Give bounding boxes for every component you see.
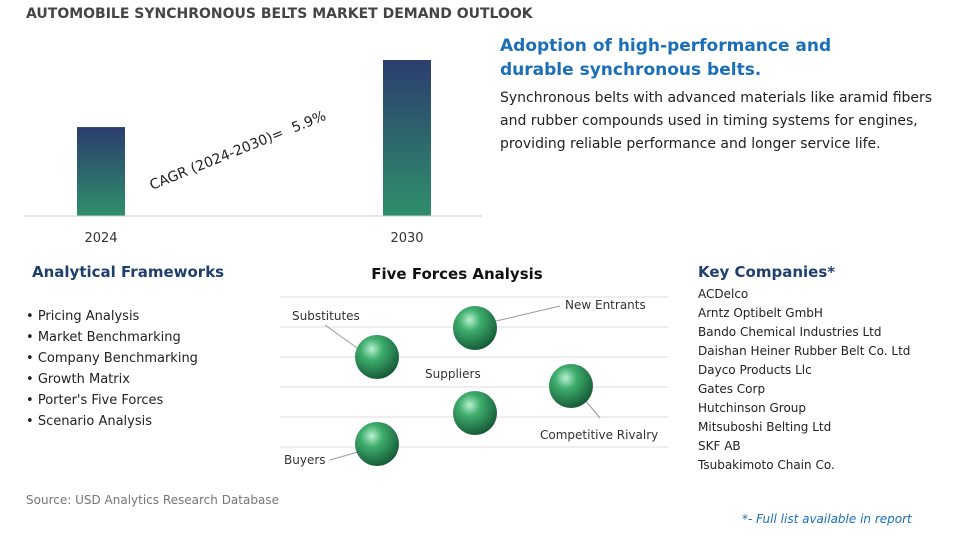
item-text: Growth Matrix [37, 372, 130, 387]
item-text: Porter's Five Forces [37, 393, 164, 408]
list-item: Dayco Products Llc [698, 361, 910, 380]
list-item: SKF AB [698, 437, 910, 456]
force-labels: Substitutes New Entrants Suppliers Compe… [284, 298, 658, 467]
force-lines [280, 296, 668, 448]
list-item: • Porter's Five Forces [26, 390, 198, 411]
list-item: Daishan Heiner Rubber Belt Co. Ltd [698, 342, 910, 361]
connectors [324, 305, 601, 461]
list-item: Mitsuboshi Belting Ltd [698, 418, 910, 437]
x-tick-label: 2030 [390, 231, 423, 246]
item-text: Market Benchmarking [37, 330, 181, 345]
list-item: • Scenario Analysis [26, 411, 198, 432]
highlight-text: Synchronous belts with advanced material… [500, 90, 933, 152]
cagr-annotation: CAGR (2024-2030)=5.9% [148, 108, 329, 194]
list-item: ACDelco [698, 285, 910, 304]
footnote: *- Full list available in report [742, 512, 912, 526]
force-label: Suppliers [425, 367, 481, 381]
force-label: Buyers [284, 453, 326, 467]
item-text: Tsubakimoto Chain Co. [698, 458, 835, 472]
five-forces-title: Five Forces Analysis [371, 265, 543, 283]
list-item: Arntz Optibelt GmbH [698, 304, 910, 323]
list-item: • Growth Matrix [26, 369, 198, 390]
bar-chart: 2024 2030 [77, 60, 431, 246]
list-item: • Company Benchmarking [26, 348, 198, 369]
item-text: Bando Chemical Industries Ltd [698, 325, 882, 339]
force-label: New Entrants [565, 298, 646, 312]
item-text: ACDelco [698, 287, 749, 301]
cagr-label: CAGR (2024-2030)= [148, 125, 287, 193]
source: Source: USD Analytics Research Database [26, 493, 279, 507]
frameworks-title: Analytical Frameworks [32, 263, 225, 281]
item-text: Arntz Optibelt GmbH [698, 306, 823, 320]
bullet: • [26, 372, 38, 387]
highlight-title: Adoption of high-performance and durable… [500, 36, 832, 80]
list-item: Bando Chemical Industries Ltd [698, 323, 910, 342]
bullet: • [26, 351, 38, 366]
item-text: Mitsuboshi Belting Ltd [698, 420, 832, 434]
companies-list: ACDelco Arntz Optibelt GmbH Bando Chemical… [698, 285, 910, 475]
list-item: • Pricing Analysis [26, 306, 198, 327]
item-text: Daishan Heiner Rubber Belt Co. Ltd [698, 344, 911, 358]
bar [77, 127, 125, 216]
frameworks-list: • Pricing Analysis • Market Benchmarking •… [26, 306, 198, 432]
bar [383, 60, 431, 216]
item-text: Dayco Products Llc [698, 363, 812, 377]
item-text: Company Benchmarking [37, 351, 198, 366]
force-label: Substitutes [292, 309, 360, 323]
list-item: Tsubakimoto Chain Co. [698, 456, 910, 475]
item-text: Hutchinson Group [698, 401, 807, 415]
page-title: AUTOMOBILE SYNCHRONOUS BELTS MARKET DEMA… [26, 6, 533, 22]
item-text: Gates Corp [698, 382, 766, 396]
bullet: • [26, 414, 38, 429]
cagr-value: 5.9% [289, 108, 328, 136]
item-text: Pricing Analysis [37, 309, 140, 324]
list-item: • Market Benchmarking [26, 327, 198, 348]
force-label: Competitive Rivalry [540, 428, 658, 442]
bullet: • [26, 309, 38, 324]
companies-title: Key Companies* [698, 263, 836, 281]
bullet: • [26, 330, 38, 345]
list-item: Gates Corp [698, 380, 910, 399]
item-text: SKF AB [698, 439, 741, 453]
item-text: Scenario Analysis [37, 414, 153, 429]
spheres [355, 306, 593, 466]
bullet: • [26, 393, 38, 408]
list-item: Hutchinson Group [698, 399, 910, 418]
x-tick-label: 2024 [84, 231, 117, 246]
